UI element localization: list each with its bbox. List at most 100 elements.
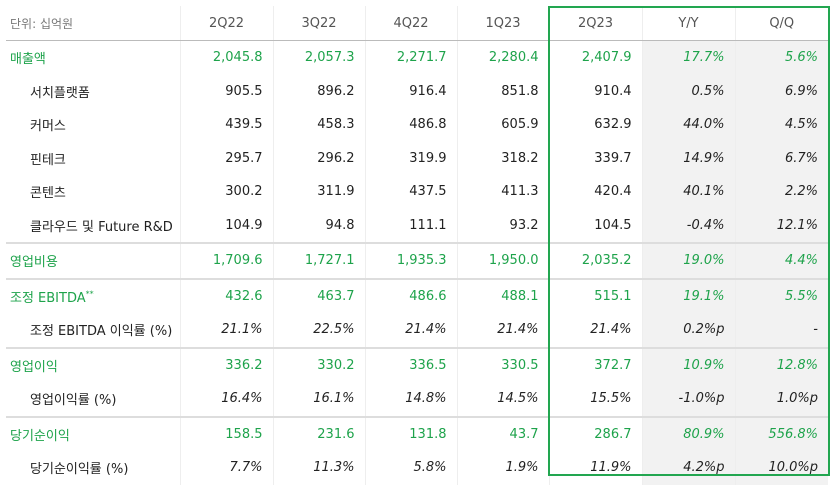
row-label-text: 콘텐츠	[30, 186, 66, 202]
value-cell: 14.5%	[456, 382, 549, 417]
column-header: 4Q22	[364, 6, 457, 41]
value-cell: 15.5%	[548, 382, 642, 417]
value-cell: 10.9%	[641, 346, 735, 382]
footnote-mark: **	[85, 289, 94, 299]
value-cell: 515.1	[548, 277, 642, 313]
value-cell: 94.8	[272, 208, 365, 243]
value-cell: 21.4%	[548, 313, 642, 348]
value-cell: 318.2	[456, 141, 549, 175]
value-cell: 2,280.4	[456, 40, 549, 75]
value-cell: 916.4	[364, 74, 457, 108]
unit-label: 단위: 십억원	[6, 6, 180, 41]
row-label-text: 핀테크	[30, 152, 66, 168]
header-row: 단위: 십억원 2Q22 3Q22 4Q22 1Q23 2Q23 Y/Y Q/Q	[6, 6, 828, 41]
financial-table: 단위: 십억원 2Q22 3Q22 4Q22 1Q23 2Q23 Y/Y Q/Q 매출액 2,04…	[6, 6, 828, 485]
sub-row: 핀테크 295.7 296.2 319.9 318.2 339.7 14.9% 6.7%	[6, 141, 828, 175]
row-label-text: 영업이익률 (%)	[30, 393, 117, 409]
value-cell: 80.9%	[641, 415, 735, 451]
value-cell: 19.1%	[641, 277, 735, 313]
value-cell: 336.5	[364, 346, 457, 382]
value-cell: 632.9	[548, 108, 642, 142]
value-cell: 231.6	[272, 415, 365, 451]
value-cell: 16.4%	[179, 382, 273, 417]
row-label-text: 조정 EBITDA 이익률 (%)	[30, 324, 173, 340]
value-cell: 14.9%	[641, 141, 735, 175]
sub-row: 콘텐츠 300.2 311.9 437.5 411.3 420.4 40.1% 2.2%	[6, 175, 828, 209]
section-row: 영업이익 336.2 330.2 336.5 330.5 372.7 10.9% 12.8%	[6, 346, 828, 382]
value-cell: 11.9%	[548, 451, 642, 485]
value-cell: -	[734, 313, 828, 348]
value-cell: 319.9	[364, 141, 457, 175]
value-cell: 1,727.1	[272, 242, 365, 279]
column-header: Q/Q	[734, 6, 828, 41]
section-row: 매출액 2,045.8 2,057.3 2,271.7 2,280.4 2,407.9 17…	[6, 40, 828, 75]
value-cell: 437.5	[364, 175, 457, 209]
value-cell: 411.3	[456, 175, 549, 209]
row-label: 커머스	[6, 108, 180, 142]
value-cell: 372.7	[548, 346, 642, 382]
value-cell: 295.7	[179, 141, 273, 175]
column-header: Y/Y	[641, 6, 735, 41]
value-cell: 286.7	[548, 415, 642, 451]
value-cell: 463.7	[272, 277, 365, 313]
section-row: 당기순이익 158.5 231.6 131.8 43.7 286.7 80.9% 556.8%	[6, 415, 828, 451]
row-label-text: 매출액	[10, 52, 46, 68]
section-row: 영업비용 1,709.6 1,727.1 1,935.3 1,950.0 2,035.2 1…	[6, 242, 828, 279]
value-cell: 486.6	[364, 277, 457, 313]
value-cell: 488.1	[456, 277, 549, 313]
row-label: 영업이익	[6, 346, 180, 382]
value-cell: 0.2%p	[641, 313, 735, 348]
value-cell: 296.2	[272, 141, 365, 175]
value-cell: 104.5	[548, 208, 642, 243]
row-label: 콘텐츠	[6, 175, 180, 209]
value-cell: 0.5%	[641, 74, 735, 108]
value-cell: 11.3%	[272, 451, 365, 485]
value-cell: 21.4%	[364, 313, 457, 348]
value-cell: 21.4%	[456, 313, 549, 348]
value-cell: 2,045.8	[179, 40, 273, 75]
value-cell: 1,709.6	[179, 242, 273, 279]
value-cell: 131.8	[364, 415, 457, 451]
value-cell: 5.8%	[364, 451, 457, 485]
value-cell: 432.6	[179, 277, 273, 313]
sub-row: 클라우드 및 Future R&D 104.9 94.8 111.1 93.2 104.5…	[6, 208, 828, 244]
sub-row: 서치플랫폼 905.5 896.2 916.4 851.8 910.4 0.5% 6.9%	[6, 74, 828, 108]
value-cell: -0.4%	[641, 208, 735, 243]
row-label: 매출액	[6, 41, 180, 75]
value-cell: 2,057.3	[272, 40, 365, 75]
value-cell: 336.2	[179, 346, 273, 382]
value-cell: 910.4	[548, 74, 642, 108]
value-cell: 1,935.3	[364, 242, 457, 279]
value-cell: 905.5	[179, 74, 273, 108]
column-header: 2Q23	[548, 6, 642, 41]
value-cell: 4.4%	[734, 242, 828, 279]
value-cell: 6.7%	[734, 141, 828, 175]
value-cell: 311.9	[272, 175, 365, 209]
row-label: 클라우드 및 Future R&D	[6, 209, 180, 244]
value-cell: 5.5%	[734, 277, 828, 313]
row-label-text: 커머스	[30, 119, 66, 135]
value-cell: 2,035.2	[548, 242, 642, 279]
value-cell: 43.7	[456, 415, 549, 451]
column-header: 3Q22	[272, 6, 365, 41]
value-cell: 458.3	[272, 108, 365, 142]
value-cell: 111.1	[364, 208, 457, 243]
sub-row: 영업이익률 (%) 16.4% 16.1% 14.8% 14.5% 15.5% -1.0%p…	[6, 382, 828, 417]
value-cell: 17.7%	[641, 40, 735, 75]
value-cell: 605.9	[456, 108, 549, 142]
value-cell: 21.1%	[179, 313, 273, 348]
value-cell: 4.5%	[734, 108, 828, 142]
value-cell: 7.7%	[179, 451, 273, 485]
value-cell: 158.5	[179, 415, 273, 451]
value-cell: 5.6%	[734, 40, 828, 75]
value-cell: 19.0%	[641, 242, 735, 279]
value-cell: 2.2%	[734, 175, 828, 209]
row-label-text: 조정 EBITDA	[10, 290, 86, 306]
row-label: 당기순이익	[6, 415, 180, 451]
value-cell: 439.5	[179, 108, 273, 142]
value-cell: 16.1%	[272, 382, 365, 417]
row-label: 조정 EBITDA 이익률 (%)	[6, 313, 180, 348]
value-cell: 1.0%p	[734, 382, 828, 417]
value-cell: 486.8	[364, 108, 457, 142]
row-label: 조정 EBITDA**	[6, 277, 180, 313]
